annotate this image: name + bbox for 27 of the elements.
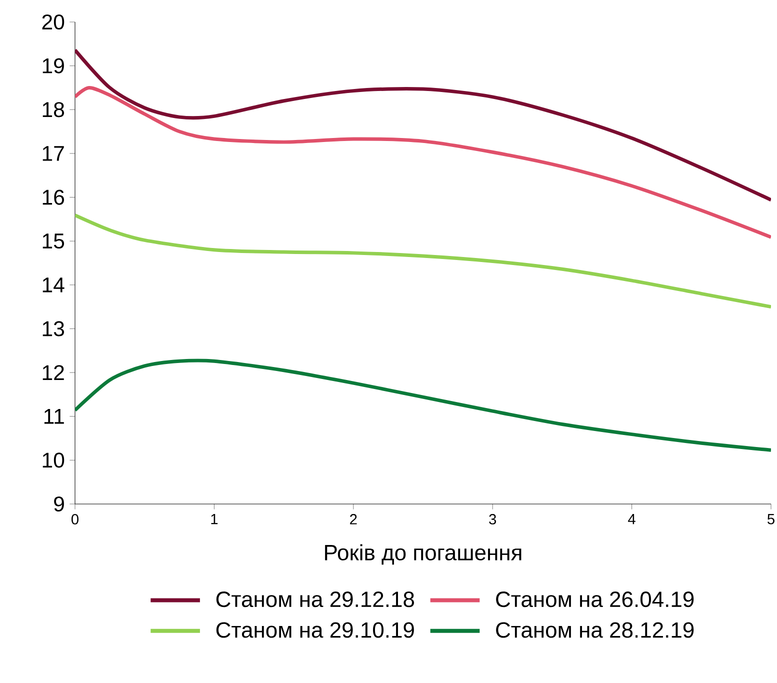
y-tick-label: 16	[42, 190, 64, 205]
x-tick-label: 2	[350, 514, 357, 524]
line-series	[75, 48, 772, 202]
y-tick-label: 14	[42, 278, 64, 292]
x-tick-label: 3	[489, 514, 496, 524]
legend-label: Станом на 29.12.18	[216, 592, 414, 608]
y-tick-label: 19	[42, 58, 64, 74]
x-tick-label: 5	[768, 514, 774, 524]
y-tick-label: 13	[42, 321, 64, 336]
y-tick-label: 17	[42, 146, 64, 161]
x-tick-label: 0	[71, 514, 78, 524]
legend-label: Станом на 28.12.19	[496, 622, 694, 638]
x-tick-label: 4	[628, 514, 636, 524]
x-axis-title: Років до погашення	[325, 544, 522, 565]
y-tick-label: 15	[42, 234, 64, 249]
y-tick-label: 11	[44, 409, 64, 424]
y-tick-label: 18	[42, 102, 64, 118]
line-series	[75, 358, 772, 452]
legend-label: Станом на 26.04.19	[496, 592, 694, 608]
legend-label: Станом на 29.10.19	[216, 622, 414, 638]
line-series	[75, 86, 772, 239]
x-tick-label: 1	[211, 514, 218, 524]
y-tick-label: 20	[42, 14, 64, 30]
y-tick-label: 12	[42, 365, 64, 380]
y-tick-label: 9	[54, 496, 64, 512]
line-series	[75, 214, 772, 309]
y-tick-label: 10	[42, 452, 64, 468]
